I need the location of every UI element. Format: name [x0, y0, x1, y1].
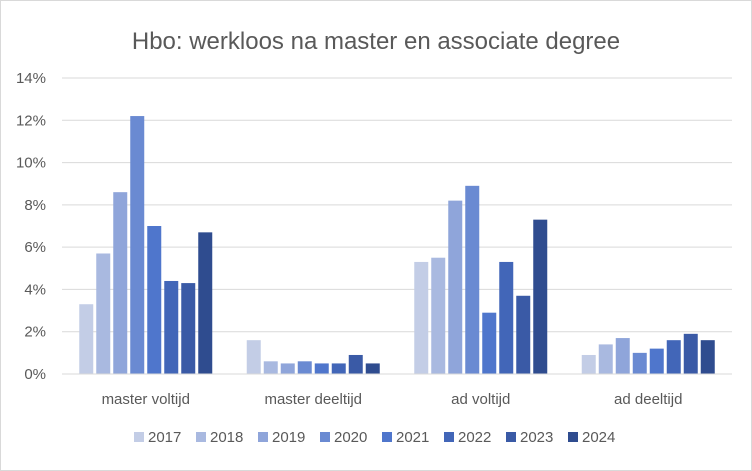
category-label: master deeltijd [264, 391, 362, 408]
legend-swatch [196, 432, 206, 442]
bar-2022-2 [499, 261, 514, 374]
bar-2019-3 [615, 338, 630, 374]
legend-swatch [568, 432, 578, 442]
category-labels: master voltijd master deeltijd ad voltijd a… [102, 391, 683, 408]
category-label: ad voltijd [451, 391, 510, 408]
bar-2021-2 [482, 312, 497, 374]
bar-2020-2 [465, 185, 480, 374]
bar-2018-1 [263, 361, 278, 374]
bar-2020-1 [297, 361, 312, 374]
legend-swatch [320, 432, 330, 442]
bar-2022-0 [164, 280, 179, 374]
bar-2021-3 [649, 348, 664, 374]
legend-swatch [382, 432, 392, 442]
bar-2022-3 [666, 340, 681, 374]
legend-label: 2019 [272, 429, 305, 446]
legend-swatch [444, 432, 454, 442]
bar-2019-0 [113, 192, 128, 374]
legend-swatch [134, 432, 144, 442]
bar-2020-0 [130, 116, 145, 375]
bar-2023-0 [181, 283, 196, 374]
legend-label: 2018 [210, 429, 243, 446]
bar-2023-2 [516, 295, 531, 374]
y-tick-label: 4% [24, 281, 46, 298]
y-tick-label: 14% [16, 70, 46, 87]
bar-2022-1 [331, 363, 346, 374]
bar-2024-1 [365, 363, 380, 374]
bar-2021-1 [314, 363, 329, 374]
legend-label: 2021 [396, 429, 429, 446]
legend-label: 2020 [334, 429, 367, 446]
bars [79, 116, 715, 375]
bar-2018-0 [96, 253, 111, 374]
bar-2017-0 [79, 304, 94, 374]
bar-2018-2 [431, 257, 446, 374]
bar-2017-2 [414, 261, 429, 374]
bar-2019-2 [448, 200, 463, 374]
category-label: master voltijd [102, 391, 190, 408]
chart-title: Hbo: werkloos na master en associate deg… [132, 28, 620, 55]
bar-2017-3 [581, 354, 596, 374]
legend-label: 2023 [520, 429, 553, 446]
bar-2019-1 [280, 363, 295, 374]
y-tick-label: 10% [16, 155, 46, 172]
y-tick-label: 6% [24, 239, 46, 256]
legend-label: 2024 [582, 429, 615, 446]
bar-2024-2 [533, 219, 548, 374]
y-tick-label: 2% [24, 324, 46, 341]
bar-2024-3 [700, 340, 715, 374]
legend: 2017 2018 2019 2020 2021 2022 2023 2024 [134, 429, 615, 446]
category-label: ad deeltijd [614, 391, 682, 408]
bar-2024-0 [198, 232, 213, 374]
legend-label: 2017 [148, 429, 181, 446]
y-axis-ticks: 0% 2% 4% 6% 8% 10% 12% 14% [16, 70, 46, 383]
legend-swatch [258, 432, 268, 442]
y-tick-label: 12% [16, 112, 46, 129]
bar-2023-3 [683, 333, 698, 374]
gridlines [62, 77, 732, 333]
legend-swatch [506, 432, 516, 442]
bar-2018-3 [598, 344, 613, 374]
bar-2020-3 [632, 352, 647, 374]
y-tick-label: 0% [24, 366, 46, 383]
bar-2021-0 [147, 226, 162, 374]
y-tick-label: 8% [24, 197, 46, 214]
bar-2023-1 [348, 354, 363, 374]
bar-2017-1 [246, 340, 261, 374]
legend-label: 2022 [458, 429, 491, 446]
